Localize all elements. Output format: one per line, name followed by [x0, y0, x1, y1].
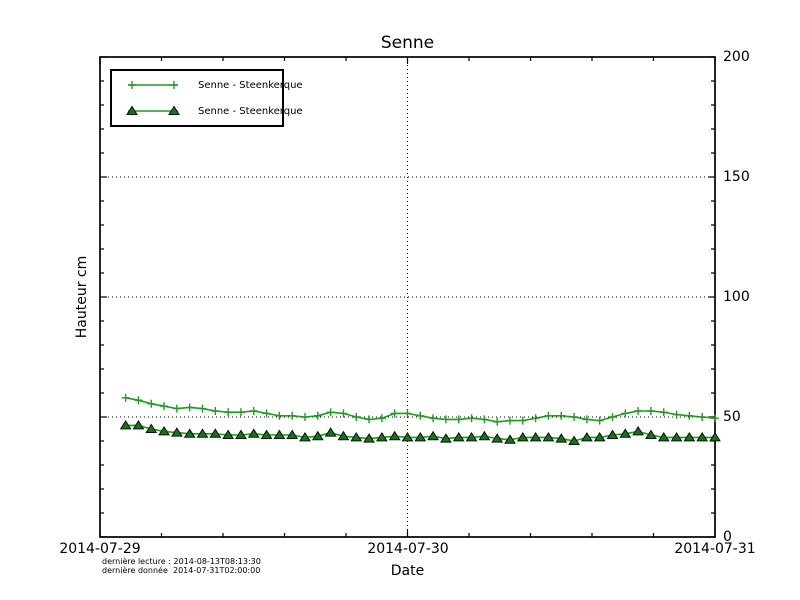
- y-axis-label: Hauteur cm: [74, 255, 90, 339]
- x-tick-label: 2014-07-30: [367, 541, 449, 557]
- legend-label: Senne - Steenkerque: [198, 105, 303, 117]
- annotation-last-data: dernière donnée 2014-07-31T02:00:00: [102, 566, 261, 575]
- legend-entry: Senne - Steenkerque: [112, 102, 303, 120]
- y-tick-label: 100: [723, 289, 750, 305]
- legend-entry: Senne - Steenkerque: [112, 76, 303, 94]
- y-tick-label: 150: [723, 169, 750, 185]
- legend-label: Senne - Steenkerque: [198, 79, 303, 91]
- legend: Senne - Steenkerque Senne - Steenkerque: [110, 69, 303, 127]
- y-tick-label: 200: [723, 49, 750, 65]
- legend-line-triangle-marker-sample: [126, 105, 180, 115]
- x-tick-label: 2014-07-31: [674, 541, 756, 557]
- chart-title: Senne: [380, 33, 435, 53]
- annotation-last-reading: dernière lecture : 2014-08-13T08:13:30: [102, 557, 261, 566]
- y-tick-label: 0: [723, 529, 732, 545]
- x-axis-label: Date: [390, 563, 425, 579]
- x-tick-label: 2014-07-29: [59, 541, 141, 557]
- y-tick-label: 50: [723, 409, 741, 425]
- legend-line-plus-marker-sample: [128, 81, 178, 89]
